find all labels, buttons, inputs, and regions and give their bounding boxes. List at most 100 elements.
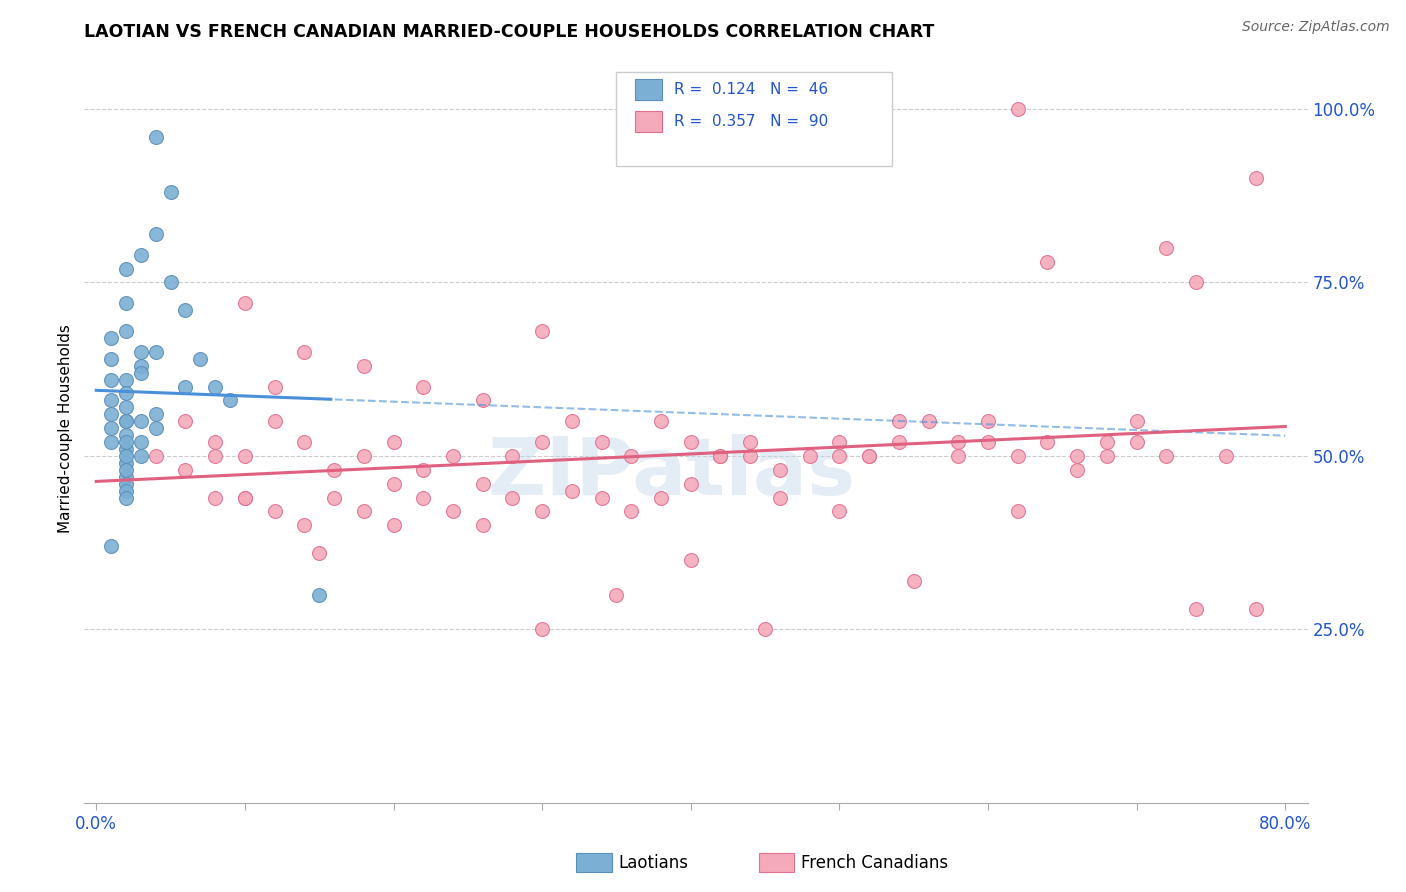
Point	[1185, 276, 1208, 290]
Point	[709, 449, 731, 463]
Point	[887, 414, 910, 428]
Point	[977, 414, 1000, 428]
Point	[174, 303, 197, 318]
Point	[679, 476, 702, 491]
Point	[740, 435, 762, 450]
Text: ZIPatlas: ZIPatlas	[488, 434, 856, 512]
Point	[145, 421, 167, 435]
Point	[769, 463, 792, 477]
Point	[115, 476, 138, 491]
Point	[679, 553, 702, 567]
Point	[501, 449, 523, 463]
Point	[531, 623, 554, 637]
Point	[382, 435, 405, 450]
Point	[292, 518, 315, 533]
Point	[115, 491, 138, 505]
Point	[115, 456, 138, 470]
Text: R =  0.357   N =  90: R = 0.357 N = 90	[673, 114, 828, 129]
Point	[145, 449, 167, 463]
Point	[115, 414, 138, 428]
Point	[1215, 449, 1237, 463]
Point	[1066, 463, 1088, 477]
Point	[115, 449, 138, 463]
Point	[1156, 449, 1178, 463]
Point	[204, 449, 226, 463]
Point	[115, 324, 138, 338]
Text: Laotians: Laotians	[619, 855, 689, 872]
Point	[233, 296, 256, 310]
Point	[204, 435, 226, 450]
Point	[174, 379, 197, 393]
Point	[441, 449, 464, 463]
Point	[145, 227, 167, 241]
Point	[1125, 414, 1147, 428]
Point	[145, 407, 167, 421]
Point	[100, 435, 122, 450]
Point	[977, 435, 1000, 450]
Point	[233, 491, 256, 505]
Point	[471, 518, 494, 533]
Point	[531, 435, 554, 450]
Point	[561, 483, 583, 498]
Point	[129, 359, 152, 373]
Point	[100, 331, 122, 345]
Point	[129, 344, 152, 359]
Point	[115, 414, 138, 428]
Point	[1244, 601, 1267, 615]
Point	[174, 463, 197, 477]
Point	[353, 504, 375, 518]
Point	[620, 504, 643, 518]
Point	[263, 504, 285, 518]
Point	[591, 491, 613, 505]
Point	[159, 276, 181, 290]
Point	[129, 248, 152, 262]
Point	[828, 504, 851, 518]
Bar	[636, 112, 662, 132]
Point	[561, 414, 583, 428]
Point	[1125, 435, 1147, 450]
Point	[115, 463, 138, 477]
Point	[650, 414, 672, 428]
Point	[1095, 435, 1118, 450]
Point	[115, 428, 138, 442]
Point	[233, 449, 256, 463]
Point	[591, 435, 613, 450]
Point	[145, 344, 167, 359]
Point	[263, 379, 285, 393]
Point	[740, 449, 762, 463]
Point	[412, 491, 434, 505]
Point	[263, 414, 285, 428]
Point	[115, 483, 138, 498]
Point	[531, 504, 554, 518]
Point	[620, 449, 643, 463]
Point	[1007, 504, 1029, 518]
Point	[605, 588, 627, 602]
Point	[323, 491, 346, 505]
Point	[129, 449, 152, 463]
Point	[412, 379, 434, 393]
Point	[887, 435, 910, 450]
Point	[204, 379, 226, 393]
Point	[471, 393, 494, 408]
Point	[1185, 601, 1208, 615]
Point	[188, 351, 211, 366]
Point	[219, 393, 242, 408]
Point	[948, 435, 970, 450]
Point	[174, 414, 197, 428]
Point	[115, 442, 138, 456]
Text: Source: ZipAtlas.com: Source: ZipAtlas.com	[1241, 20, 1389, 34]
Point	[100, 351, 122, 366]
Point	[323, 463, 346, 477]
Point	[115, 469, 138, 483]
Point	[382, 518, 405, 533]
Point	[1007, 449, 1029, 463]
Point	[754, 623, 776, 637]
Point	[858, 449, 880, 463]
Point	[115, 435, 138, 450]
Point	[382, 476, 405, 491]
Point	[441, 504, 464, 518]
Text: LAOTIAN VS FRENCH CANADIAN MARRIED-COUPLE HOUSEHOLDS CORRELATION CHART: LAOTIAN VS FRENCH CANADIAN MARRIED-COUPL…	[84, 23, 935, 41]
Point	[1244, 171, 1267, 186]
Point	[858, 449, 880, 463]
Point	[115, 386, 138, 401]
